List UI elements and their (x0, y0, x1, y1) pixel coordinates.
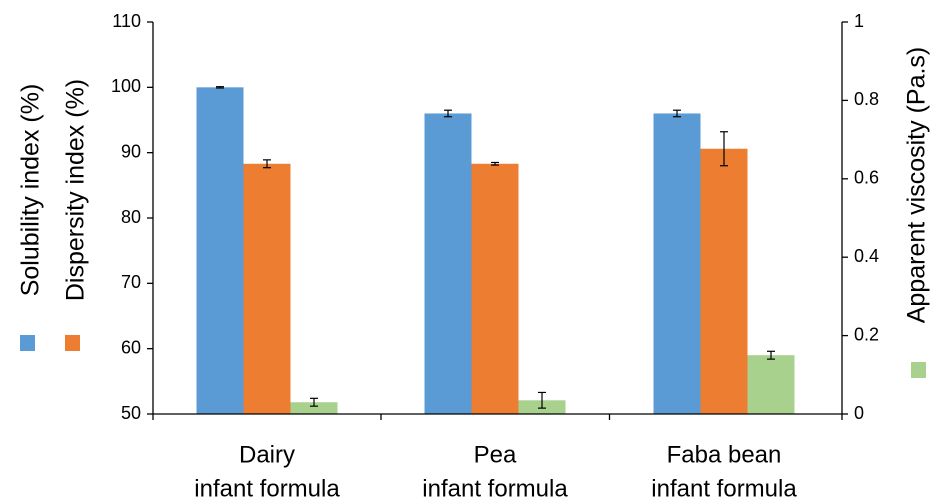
right-axis-title-text: Apparent viscosity (Pa.s) (903, 47, 931, 324)
left-tick-label-0: 50 (121, 403, 141, 423)
left-tick-label-2: 70 (121, 272, 141, 292)
left-axis-title-1: Solubility index (%) (17, 84, 45, 297)
left-axis-title-1-text: Solubility index (%) (17, 84, 45, 297)
bar-1-0 (243, 163, 291, 414)
bar-2-2 (747, 355, 795, 414)
bar-0-2 (653, 113, 701, 414)
legend-swatch-viscosity (911, 362, 926, 378)
plot-area: 50 60 70 80 90 100 110 0 0.2 0.4 0.6 0.8 1 Dairy infan… (111, 11, 879, 502)
category-label-1-line-0: Pea (474, 441, 517, 468)
category-label-2-line-1: infant formula (651, 475, 797, 502)
left-tick-label-6: 110 (112, 11, 141, 31)
right-tick-label-5: 1 (854, 11, 864, 31)
left-tick-label-1: 60 (121, 337, 141, 357)
bar-2-0 (290, 402, 338, 414)
right-tick-label-1: 0.2 (854, 324, 879, 344)
bar-1-1 (471, 163, 519, 414)
legend-swatch-dispersity (65, 335, 80, 351)
category-label-2-line-0: Faba bean (667, 441, 782, 468)
bar-0-1 (424, 113, 472, 414)
right-tick-label-3: 0.6 (854, 168, 879, 188)
bar-1-2 (700, 148, 748, 414)
legend-swatch-solubility (20, 335, 35, 351)
right-tick-label-4: 0.8 (854, 89, 879, 109)
right-axis-title: Apparent viscosity (Pa.s) (903, 47, 931, 324)
left-tick-label-4: 90 (121, 141, 141, 161)
right-tick-label-0: 0 (854, 403, 864, 423)
right-tick-label-2: 0.4 (854, 246, 879, 266)
left-axis-title-2-text: Dispersity index (%) (62, 79, 90, 301)
category-label-0-line-0: Dairy (239, 441, 295, 468)
left-tick-label-3: 80 (121, 207, 141, 227)
left-tick-label-5: 100 (111, 76, 141, 96)
category-label-0-line-1: infant formula (194, 475, 340, 502)
category-label-1-line-1: infant formula (422, 475, 568, 502)
bar-0-0 (196, 87, 244, 414)
left-axis-title-2: Dispersity index (%) (62, 79, 90, 301)
